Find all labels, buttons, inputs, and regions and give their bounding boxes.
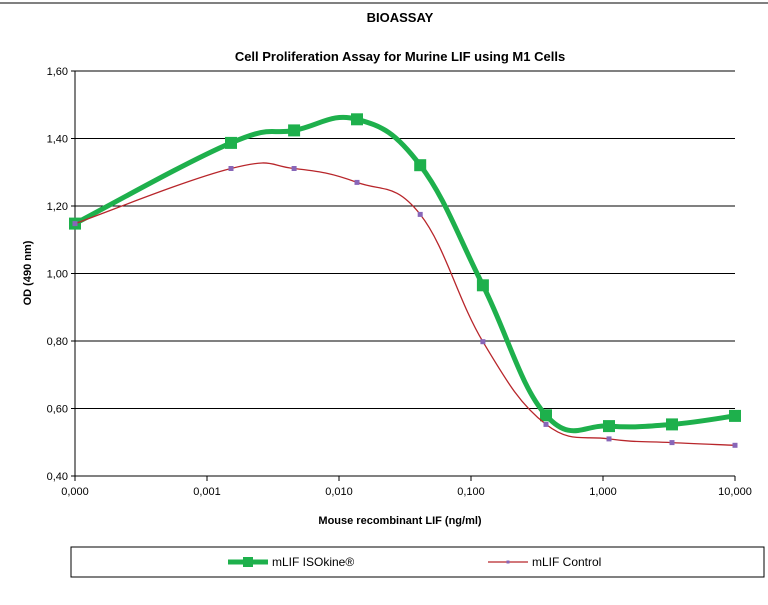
y-tick-label: 1,40: [47, 134, 68, 146]
data-point: [225, 136, 237, 149]
data-point: [351, 113, 363, 126]
legend: mLIF ISOkine® mLIF Control: [228, 555, 601, 569]
x-tick-labels: 0,000 0,001 0,010 0,100 1,000 10,000: [61, 486, 752, 498]
data-point: [669, 440, 675, 446]
series-layer: [69, 113, 741, 448]
x-tick-label: 0,000: [61, 486, 89, 498]
data-point: [228, 166, 234, 171]
legend-item: mLIF Control: [488, 555, 601, 569]
data-point: [414, 159, 427, 172]
data-point: [666, 418, 678, 431]
data-point: [288, 124, 301, 137]
x-tick-label: 0,001: [193, 486, 221, 498]
data-point: [729, 409, 741, 422]
data-point: [72, 221, 78, 227]
y-tick-label: 1,00: [47, 269, 68, 281]
series-mlif-isokine: [69, 113, 741, 434]
y-tick-label: 0,80: [47, 336, 68, 348]
data-point: [291, 166, 297, 171]
data-point: [476, 279, 489, 292]
data-point: [480, 339, 486, 345]
x-tick-label: 0,010: [325, 486, 353, 498]
series-line: [73, 114, 736, 434]
y-tick-labels: 0,40 0,60 0,80 1,00 1,20 1,40 1,60: [47, 66, 68, 483]
data-point: [603, 420, 615, 433]
series-mlif-control: [72, 162, 738, 448]
legend-item: mLIF ISOkine®: [228, 555, 354, 569]
legend-label: mLIF Control: [532, 555, 601, 569]
chart-title: Cell Proliferation Assay for Murine LIF …: [235, 49, 565, 64]
y-tick-label: 1,60: [47, 66, 68, 78]
y-axis-title: OD (490 nm): [22, 240, 34, 305]
chart-supertitle: BIOASSAY: [367, 10, 434, 25]
data-point: [543, 421, 549, 427]
data-point: [354, 179, 360, 185]
data-point: [540, 409, 552, 422]
y-tick-label: 1,20: [47, 201, 68, 213]
axes: [74, 71, 735, 477]
y-tick-label: 0,60: [47, 404, 68, 416]
data-point: [417, 211, 423, 217]
x-tick-label: 1,000: [589, 486, 617, 498]
legend-label: mLIF ISOkine®: [272, 555, 354, 569]
y-tick-label: 0,40: [47, 471, 68, 483]
x-tick-label: 10,000: [718, 486, 752, 498]
series-line: [74, 162, 736, 446]
x-tick-label: 0,100: [457, 486, 485, 498]
legend-marker: [243, 557, 253, 567]
data-point: [732, 442, 738, 448]
legend-marker: [506, 560, 510, 564]
legend-box: [70, 546, 765, 578]
data-point: [606, 436, 612, 442]
x-axis-title: Mouse recombinant LIF (ng/ml): [318, 515, 482, 527]
gridlines: [71, 70, 736, 481]
